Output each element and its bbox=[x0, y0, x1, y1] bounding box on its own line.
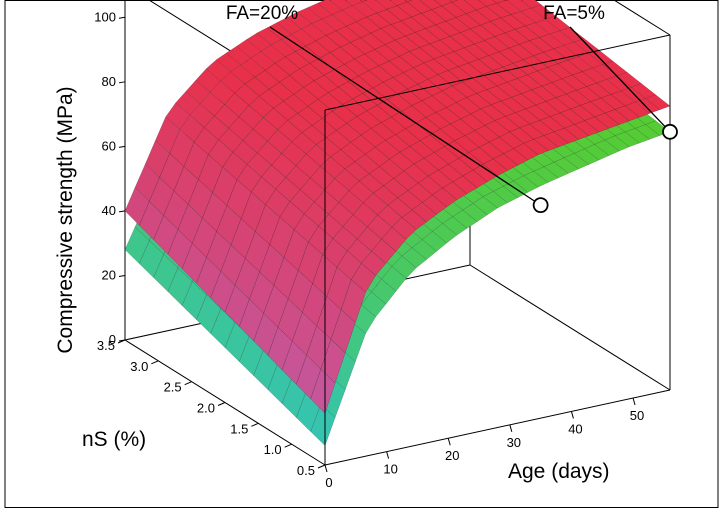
surface-facet bbox=[359, 0, 368, 2]
z-tick-label: 60 bbox=[102, 138, 116, 153]
z-tick-label: 0 bbox=[109, 332, 116, 347]
z-axis-label: Compressive strength (MPa) bbox=[54, 86, 77, 353]
y-tick-label: 1.5 bbox=[230, 421, 248, 436]
annotations: FA=20% FA=5% bbox=[226, 3, 678, 214]
z-tick-mark bbox=[118, 16, 126, 19]
y-tick-label: 0.5 bbox=[297, 463, 315, 478]
y-tick-label: 3.5 bbox=[97, 338, 115, 353]
x-tick-mark bbox=[570, 411, 574, 419]
z-tick-mark bbox=[118, 274, 126, 277]
frame-edge bbox=[469, 264, 671, 391]
surface-facet bbox=[404, 0, 414, 3]
annotation-leader bbox=[569, 26, 671, 133]
z-tick-label: 20 bbox=[102, 267, 116, 282]
y-tick-mark bbox=[284, 443, 292, 448]
z-tick-mark bbox=[118, 145, 126, 148]
y-tick-mark bbox=[317, 464, 326, 469]
y-tick-mark bbox=[151, 360, 159, 365]
surface-facet bbox=[630, 83, 657, 99]
y-tick-label: 1.0 bbox=[264, 442, 282, 457]
z-tick-label: 40 bbox=[102, 203, 116, 218]
surface-facet bbox=[374, 0, 398, 10]
x-tick-mark bbox=[324, 464, 328, 473]
y-tick-mark bbox=[251, 422, 259, 427]
y-tick-mark bbox=[184, 381, 192, 386]
y-tick-mark bbox=[117, 339, 126, 344]
surface-facet bbox=[419, 0, 443, 10]
axis-ticks: 0204060801000.51.01.52.02.53.03.50102030… bbox=[94, 9, 644, 490]
frame-edge bbox=[613, 0, 671, 36]
annotation-label: FA=5% bbox=[543, 3, 605, 24]
x-tick-mark bbox=[386, 451, 390, 459]
x-tick-label: 0 bbox=[325, 475, 332, 490]
z-tick-label: 80 bbox=[102, 74, 116, 89]
x-tick-label: 50 bbox=[630, 408, 644, 423]
x-tick-label: 10 bbox=[383, 462, 397, 477]
y-tick-label: 2.0 bbox=[197, 401, 215, 416]
surface-facet bbox=[492, 0, 508, 4]
annotation-marker bbox=[532, 197, 549, 214]
z-tick-mark bbox=[118, 81, 126, 84]
surface-facet bbox=[645, 94, 671, 110]
frame-edge bbox=[324, 389, 671, 466]
y-tick-label: 3.0 bbox=[130, 359, 148, 374]
surfaces bbox=[124, 0, 671, 447]
z-tick-mark bbox=[118, 210, 126, 213]
x-tick-label: 30 bbox=[507, 435, 521, 450]
surface-facet bbox=[506, 0, 532, 12]
x-tick-label: 20 bbox=[445, 448, 459, 463]
annotation-marker bbox=[662, 123, 678, 140]
surface-fa-5 bbox=[124, 0, 671, 414]
surface-facet bbox=[530, 4, 557, 20]
surface-facet bbox=[616, 72, 642, 88]
x-tick-mark bbox=[509, 424, 513, 432]
y-tick-label: 2.5 bbox=[164, 380, 182, 395]
x-axis-label: Age (days) bbox=[508, 460, 610, 483]
surface-facet bbox=[329, 0, 353, 11]
frame-edge bbox=[324, 34, 671, 111]
x-tick-mark bbox=[447, 438, 451, 446]
y-tick-mark bbox=[217, 402, 226, 406]
surface-facet bbox=[317, 0, 343, 15]
annotation-leader bbox=[269, 26, 541, 206]
annotation-label: FA=20% bbox=[226, 3, 298, 24]
x-tick-label: 40 bbox=[568, 421, 582, 436]
surface-facet bbox=[448, 0, 459, 3]
z-tick-label: 100 bbox=[94, 9, 116, 24]
x-tick-mark bbox=[632, 397, 636, 406]
y-axis-label: nS (%) bbox=[82, 428, 146, 451]
surface-facet bbox=[520, 0, 542, 9]
